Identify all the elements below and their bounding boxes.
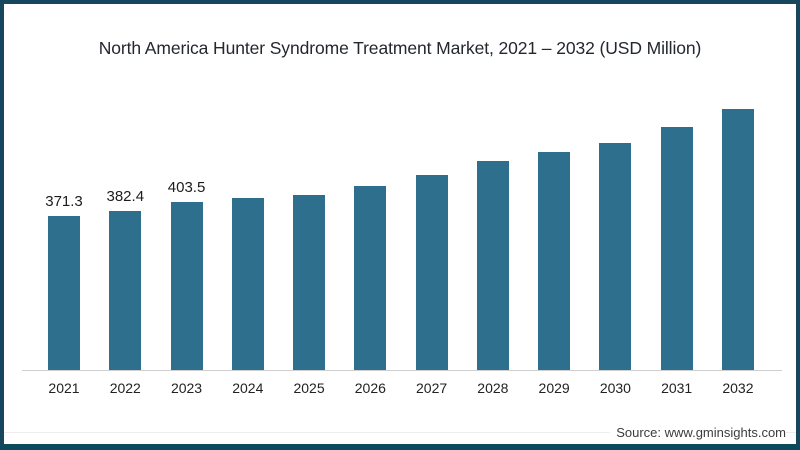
chart-title: North America Hunter Syndrome Treatment …: [98, 38, 702, 58]
bar-group: 2024: [231, 4, 264, 396]
bar-2031: [660, 127, 693, 370]
bar-2028: [476, 160, 509, 370]
x-tick-label: 2032: [722, 380, 754, 396]
bar-group: 371.3 2021: [45, 4, 83, 396]
x-tick-label: 2022: [109, 380, 141, 396]
bar-2021: [48, 215, 80, 370]
bar-2023: [170, 202, 203, 370]
bar-group: 2027: [415, 4, 448, 396]
bar-2022: [109, 211, 142, 370]
x-tick-label: 2031: [661, 380, 693, 396]
plot-area: 371.3 2021 382.4 2022 403.5 2023 2024 2025 2026 2…: [4, 4, 796, 444]
x-tick-label: 2028: [477, 380, 509, 396]
bar-group: 2030: [599, 4, 632, 396]
bar-2024: [231, 198, 264, 370]
bar-2026: [354, 186, 387, 370]
bar-value-label: 371.3: [45, 192, 83, 210]
bar-group: 2028: [476, 4, 509, 396]
bar-group: 2029: [538, 4, 571, 396]
x-tick-label: 2026: [354, 380, 386, 396]
bar-2030: [599, 142, 632, 370]
bar-2027: [415, 174, 448, 370]
bar-group: 2025: [293, 4, 326, 396]
bar-group: 382.4 2022: [107, 4, 145, 396]
bar-2025: [293, 194, 326, 370]
bar-2029: [538, 152, 571, 370]
x-tick-label: 2023: [170, 380, 203, 396]
bars-container: 371.3 2021 382.4 2022 403.5 2023 2024 2025 2026 2…: [45, 4, 754, 396]
footer-divider: [4, 432, 796, 433]
bar-group: 2031: [660, 4, 693, 396]
bar-group: 403.5 2023: [167, 4, 206, 396]
x-tick-label: 2024: [232, 380, 264, 396]
x-tick-label: 2021: [48, 380, 80, 396]
bar-value-label: 403.5: [167, 179, 206, 197]
bar-value-label: 382.4: [106, 188, 145, 206]
x-axis-line: [22, 370, 782, 371]
bar-group: 2032: [721, 4, 754, 396]
x-tick-label: 2030: [599, 380, 631, 396]
bar-group: 2026: [354, 4, 387, 396]
x-tick-label: 2025: [293, 380, 325, 396]
bar-2032: [721, 109, 754, 370]
x-tick-label: 2027: [416, 380, 448, 396]
source-credit: Source: www.gminsights.com: [610, 425, 786, 440]
x-tick-label: 2029: [538, 380, 570, 396]
